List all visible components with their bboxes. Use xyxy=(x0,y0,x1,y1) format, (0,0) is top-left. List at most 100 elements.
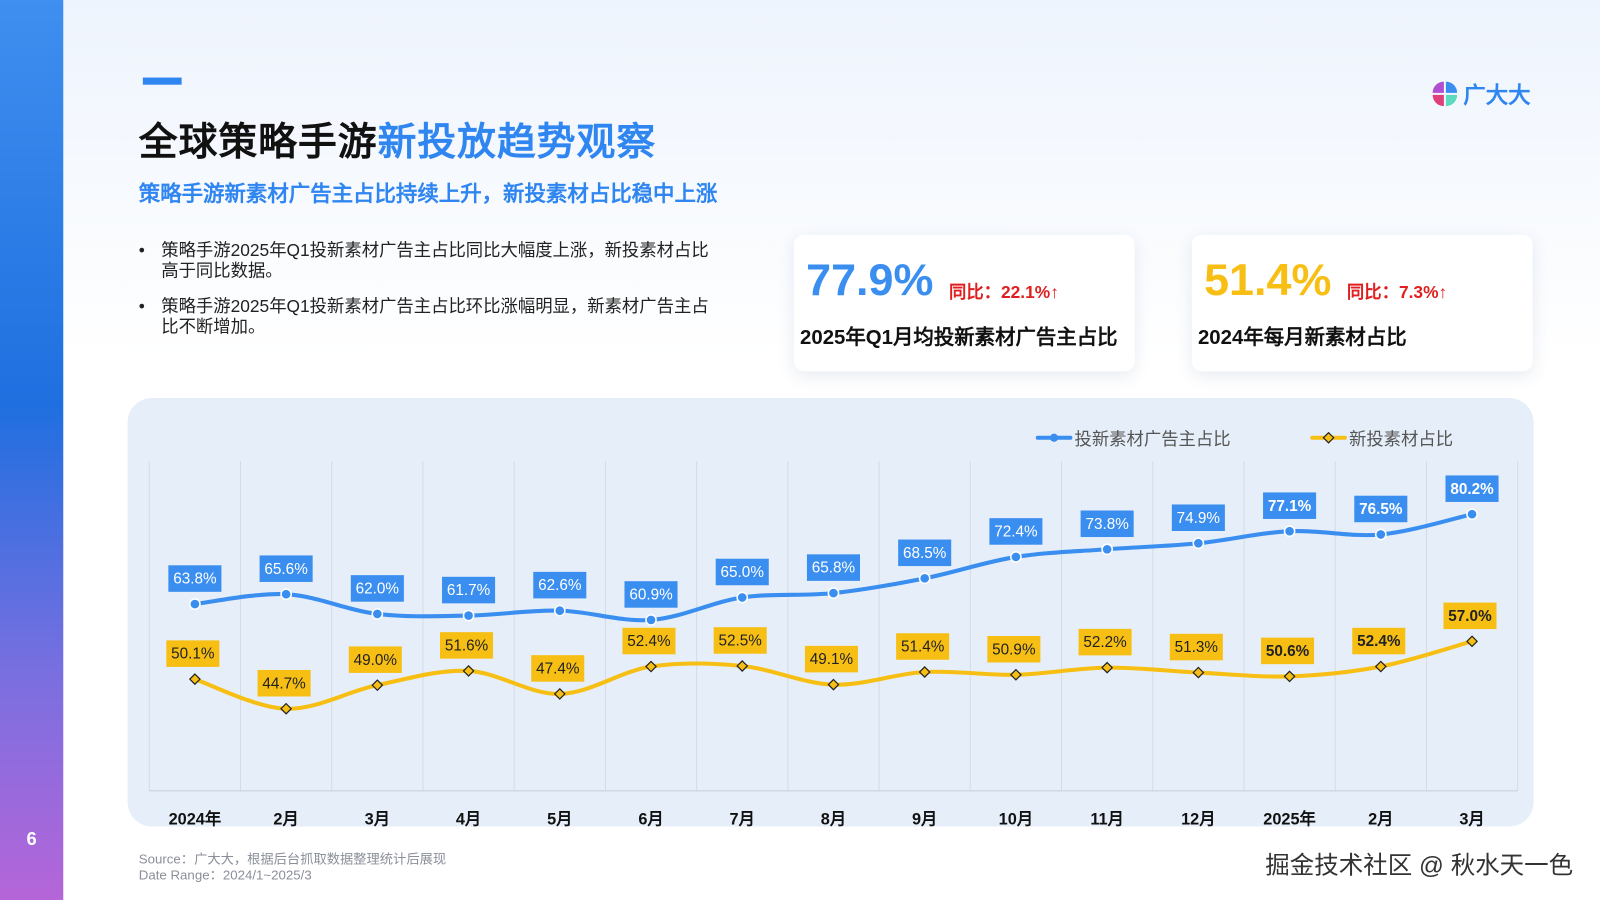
legend-line-dot-icon xyxy=(1035,433,1073,442)
stat-label: 2025年Q1月均投新素材广告主占比 xyxy=(799,326,1118,349)
data-label-box xyxy=(257,669,311,697)
data-point xyxy=(1466,508,1478,521)
x-tick-label: 4月 xyxy=(456,810,481,828)
data-label-box xyxy=(898,539,952,567)
date-range-text: Date Range：2024/1~2025/3 xyxy=(138,867,312,883)
data-point xyxy=(736,591,749,604)
data-label-box xyxy=(1169,633,1223,661)
data-label-box xyxy=(804,645,858,673)
x-tick-label: 10月 xyxy=(999,810,1033,828)
legend-line-diamond-icon xyxy=(1310,431,1347,444)
data-label-box xyxy=(439,632,494,659)
bullet-item: 策略手游2025年Q1投新素材广告主占比同比大幅度上涨，新投素材占比高于同比数据… xyxy=(139,241,721,282)
bullet-item: 策略手游2025年Q1投新素材广告主占比环比涨幅明显，新素材广告主占比不断增加。 xyxy=(139,297,721,338)
data-label-box xyxy=(1443,602,1497,630)
data-point xyxy=(918,666,931,678)
data-label-box xyxy=(987,635,1041,663)
sidebar-strip xyxy=(0,0,64,900)
bullet-list: 策略手游2025年Q1投新素材广告主占比同比大幅度上涨，新投素材占比高于同比数据… xyxy=(139,241,721,353)
data-label: 65.0% xyxy=(721,564,765,581)
data-label-box xyxy=(1080,510,1134,538)
data-label-box xyxy=(166,640,220,667)
data-label: 62.0% xyxy=(356,581,400,598)
data-label-box xyxy=(533,571,587,599)
data-label: 50.9% xyxy=(992,641,1036,658)
data-label: 52.2% xyxy=(1083,634,1127,651)
data-label: 50.6% xyxy=(1266,643,1310,660)
x-tick-label: 12月 xyxy=(1181,810,1215,828)
data-label-box xyxy=(1263,492,1317,519)
page-title: 全球策略手游新投放趋势观察 xyxy=(139,110,656,166)
x-tick-label: 2月 xyxy=(273,810,298,828)
data-label: 61.7% xyxy=(447,582,491,599)
x-tick-label: 7月 xyxy=(730,810,755,828)
stat-card-creatives: 51.4% 同比：7.3%↑ 2024年每月新素材占比 xyxy=(1191,234,1533,372)
logo-icon xyxy=(1432,81,1458,107)
data-point xyxy=(553,687,566,700)
data-label: 77.1% xyxy=(1268,498,1312,515)
data-point xyxy=(280,588,292,601)
stat-yoy: 同比：7.3%↑ xyxy=(1346,282,1448,303)
data-label: 51.6% xyxy=(445,638,489,655)
data-point xyxy=(371,679,384,692)
data-label-box xyxy=(1354,495,1408,523)
data-label-box xyxy=(350,575,404,602)
data-point xyxy=(736,660,749,672)
logo: 广大大 xyxy=(1432,78,1531,111)
x-tick-label: 6月 xyxy=(638,810,663,828)
data-label: 65.8% xyxy=(812,560,856,577)
data-label-box xyxy=(622,627,676,655)
data-point xyxy=(1374,528,1387,541)
x-tick-label: 9月 xyxy=(912,810,937,828)
data-label-box xyxy=(1261,637,1315,665)
data-point xyxy=(188,673,201,686)
data-point xyxy=(827,678,840,691)
data-label-box xyxy=(442,576,496,604)
data-point xyxy=(1192,537,1205,550)
x-tick-label: 11月 xyxy=(1090,810,1124,828)
data-label-box xyxy=(806,554,860,581)
data-point xyxy=(645,614,657,626)
logo-text: 广大大 xyxy=(1463,82,1531,109)
data-label: 57.0% xyxy=(1448,608,1492,625)
x-tick-label: 5月 xyxy=(547,810,572,828)
data-point xyxy=(1101,661,1114,674)
data-point xyxy=(462,664,475,677)
stat-card-advertisers: 77.9% 同比：22.1%↑ 2025年Q1月均投新素材广告主占比 xyxy=(793,234,1135,372)
stat-yoy: 同比：22.1%↑ xyxy=(948,282,1059,303)
data-label: 44.7% xyxy=(262,675,306,692)
data-point xyxy=(645,660,657,673)
data-label: 47.4% xyxy=(536,661,580,678)
x-tick-label: 2025年 xyxy=(1263,809,1316,828)
legend-item-creatives: 新投素材占比 xyxy=(1310,424,1453,450)
data-label-box xyxy=(168,565,222,592)
data-label-box xyxy=(624,581,678,608)
data-label: 73.8% xyxy=(1085,516,1129,533)
data-label: 49.0% xyxy=(354,652,398,669)
data-point xyxy=(1101,543,1114,556)
data-label-box xyxy=(713,627,767,654)
source-note: Source：广大大，根据后台抓取数据整理统计后展现 Date Range：20… xyxy=(139,851,446,884)
data-point xyxy=(280,702,293,715)
data-point xyxy=(1374,660,1387,673)
data-label: 68.5% xyxy=(903,545,947,562)
data-label: 60.9% xyxy=(629,587,673,604)
watermark: 掘金技术社区 @ 秋水天一色 xyxy=(1265,852,1574,880)
data-point xyxy=(1009,668,1022,681)
title-accent-bar xyxy=(142,77,182,85)
data-label: 50.1% xyxy=(171,646,215,663)
legend-label: 投新素材广告主占比 xyxy=(1074,429,1231,449)
subtitle: 策略手游新素材广告主占比持续上升，新投素材占比稳中上涨 xyxy=(138,182,718,207)
stat-label: 2024年每月新素材占比 xyxy=(1197,326,1407,349)
source-text: Source：广大大，根据后台抓取数据整理统计后展现 xyxy=(138,851,447,867)
x-tick-label: 8月 xyxy=(821,810,846,828)
page-number: 6 xyxy=(26,828,37,849)
stat-value: 51.4% xyxy=(1204,255,1332,306)
title-black: 全球策略手游 xyxy=(138,121,378,165)
data-label: 72.4% xyxy=(994,524,1038,541)
x-tick-label: 2月 xyxy=(1368,810,1393,828)
legend-label: 新投素材占比 xyxy=(1348,429,1454,449)
data-label: 51.3% xyxy=(1175,639,1219,656)
data-label: 49.1% xyxy=(810,651,854,668)
